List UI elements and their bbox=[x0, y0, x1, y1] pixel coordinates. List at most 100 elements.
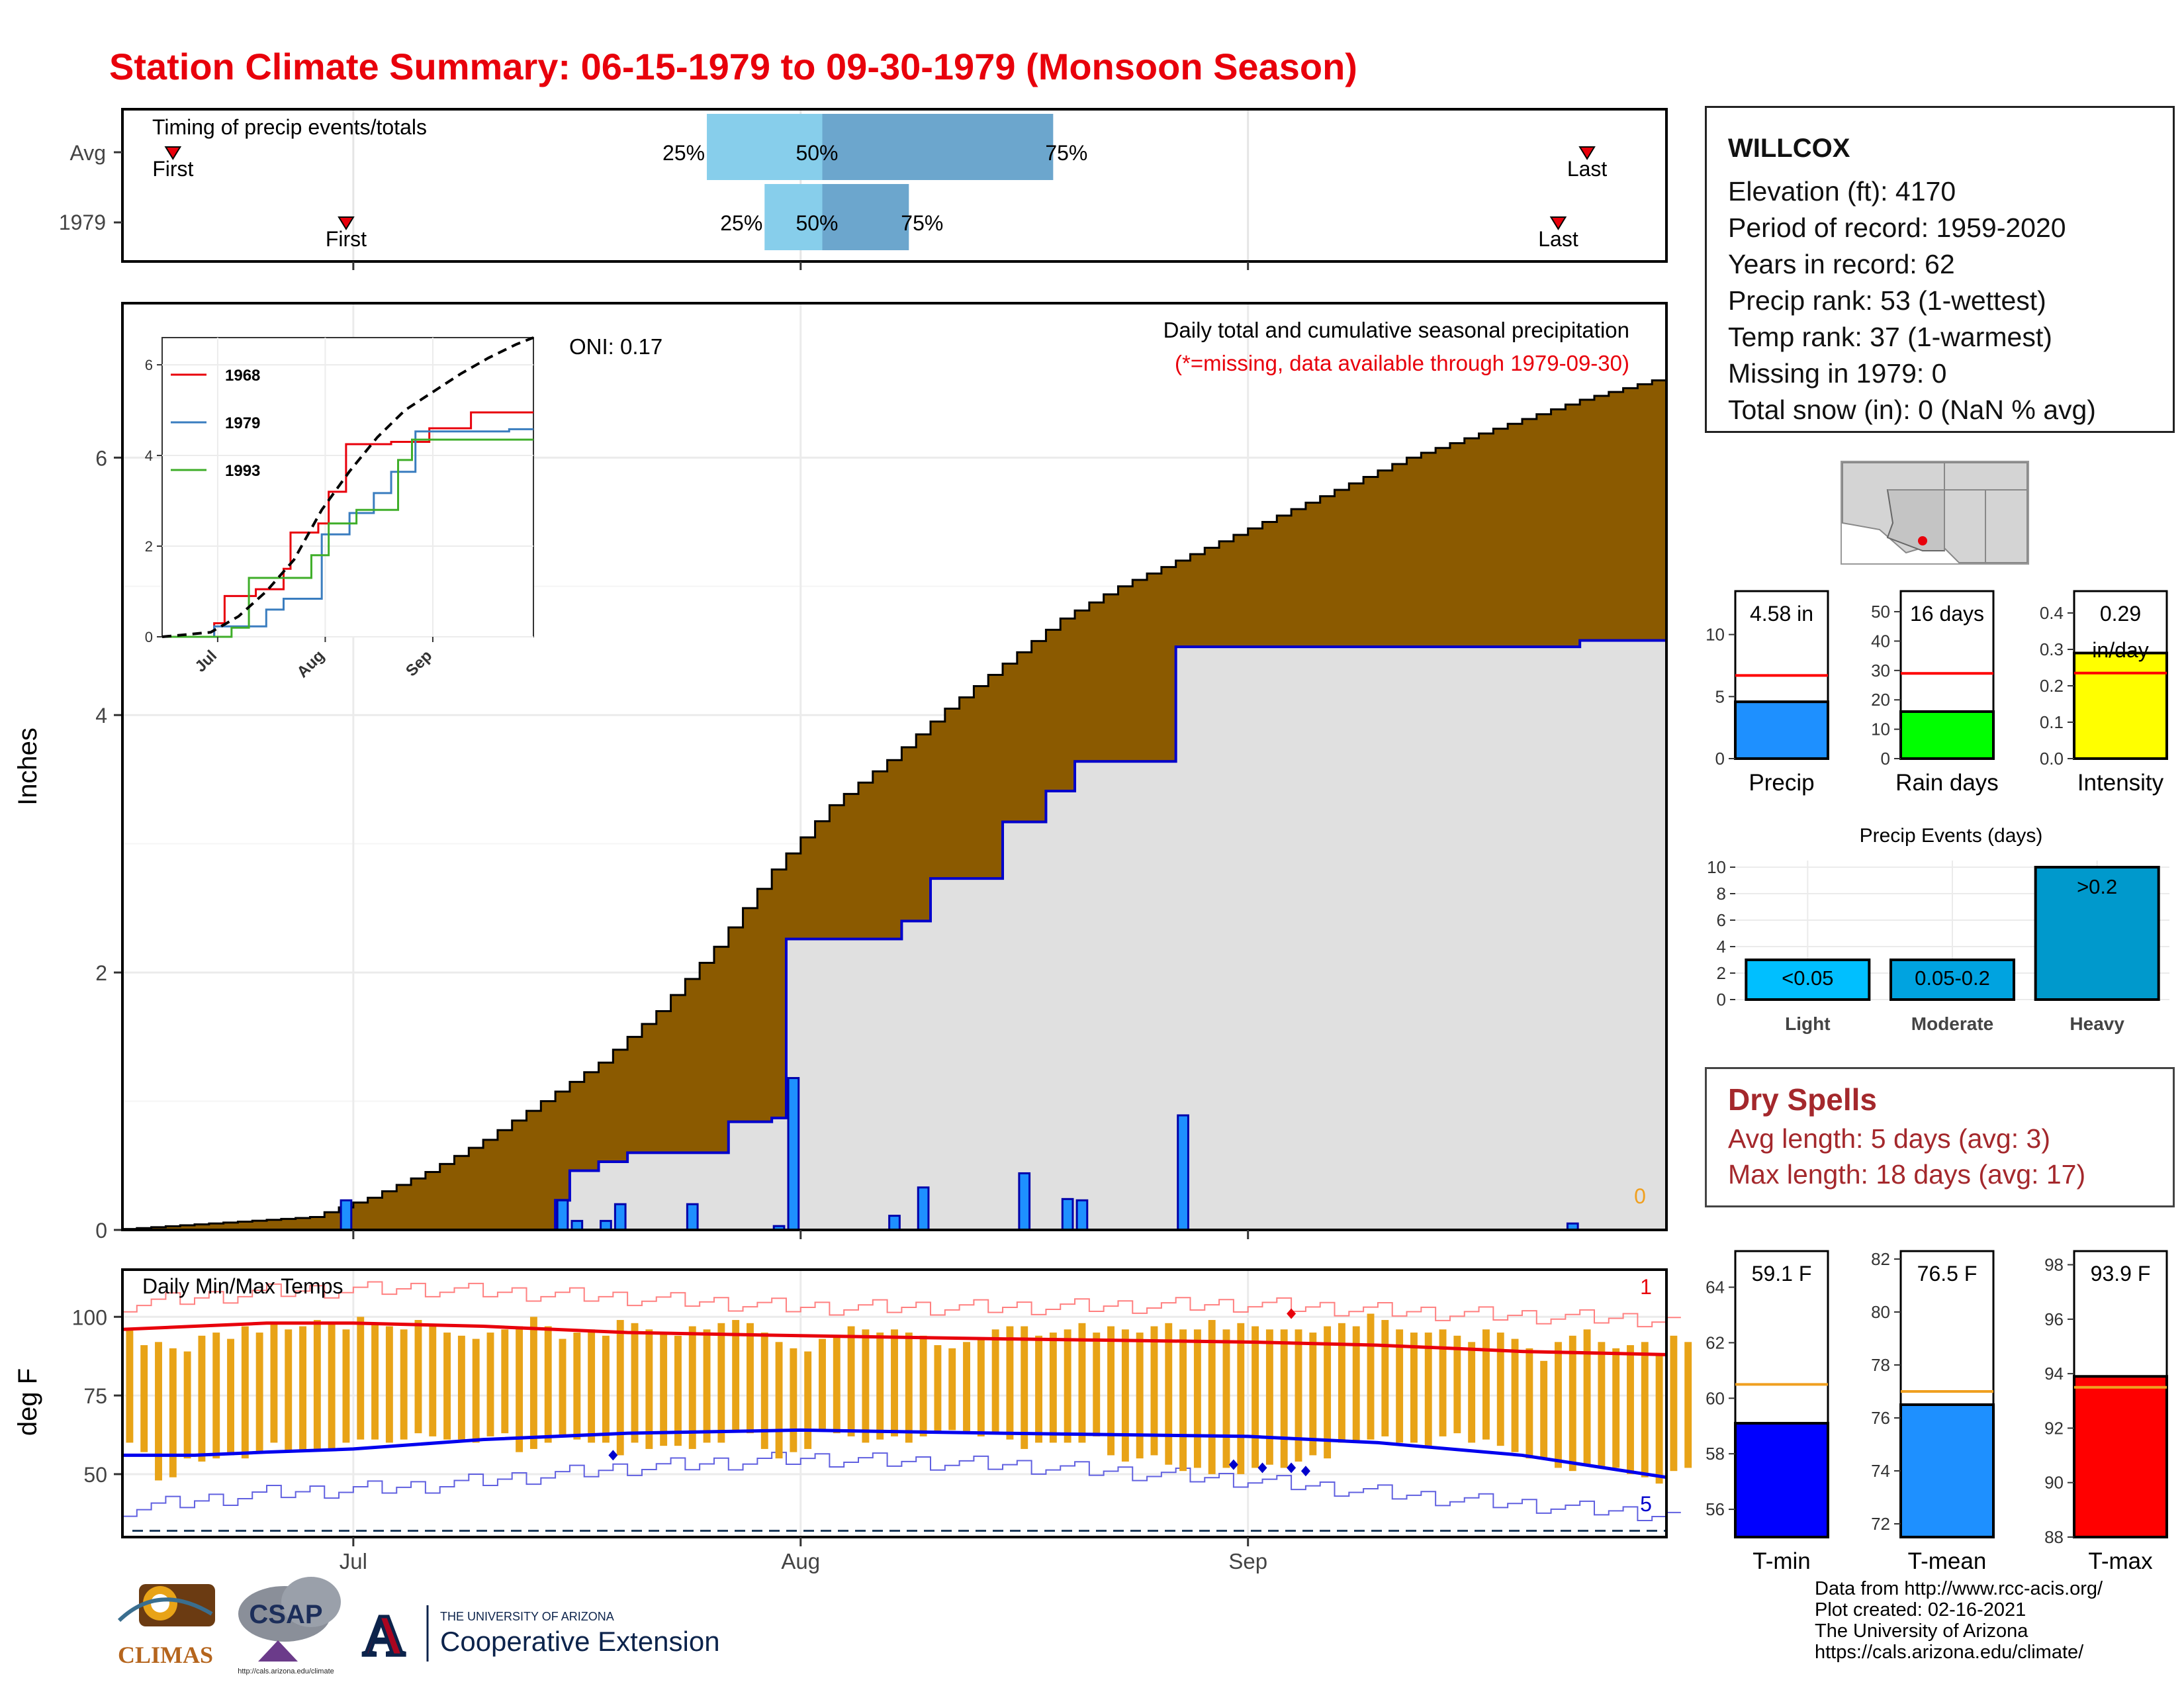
timing-chart: 25% 50% 75% First Last 25% 50% 75% First Last bbox=[114, 111, 1607, 270]
daily-temp-bar bbox=[1540, 1360, 1548, 1459]
daily-temp-bar bbox=[559, 1338, 567, 1436]
y-tick-label: 80 bbox=[1871, 1302, 1890, 1322]
locator-map bbox=[1841, 461, 2029, 565]
event-category-label: Heavy bbox=[2070, 1013, 2124, 1034]
daily-temp-bar bbox=[934, 1345, 942, 1434]
daily-temp-bar bbox=[1309, 1333, 1317, 1456]
daily-temp-bar bbox=[140, 1345, 148, 1452]
y-tick-label: 0 bbox=[1717, 990, 1726, 1009]
precip-chart: 0 2 4 6 bbox=[95, 302, 1668, 1243]
daily-precip-bar bbox=[787, 1077, 800, 1231]
event-bar-label: 0.05-0.2 bbox=[1915, 966, 1990, 990]
y-tick-label: 4 bbox=[95, 704, 107, 727]
daily-temp-bar bbox=[371, 1323, 379, 1440]
daily-temp-bar bbox=[616, 1320, 624, 1456]
cumulative-1979-line bbox=[122, 639, 1666, 1231]
y-tick-label: 0.1 bbox=[2040, 712, 2064, 732]
daily-temp-bar bbox=[948, 1348, 956, 1430]
daily-temp-bar bbox=[1165, 1323, 1173, 1465]
event-bar bbox=[1889, 959, 2015, 1001]
ua-letter-a: A bbox=[363, 1604, 405, 1668]
precip-events-chart: <0.05 Light 0.05-0.2 Moderate >0.2 Heavy 0 2 4 6 8… bbox=[1707, 857, 2169, 1034]
daily-temp-bar bbox=[443, 1333, 451, 1440]
daily-temp-bar bbox=[501, 1329, 509, 1434]
daily-precip-bar bbox=[556, 1199, 569, 1231]
daily-temp-bar bbox=[285, 1329, 293, 1452]
x-tick-label: Jul bbox=[340, 1549, 367, 1573]
daily-temp-bar bbox=[891, 1329, 898, 1436]
quartile-label: 75% bbox=[1045, 141, 1087, 165]
daily-temp-bar bbox=[1324, 1326, 1332, 1459]
y-tick-label: 0.4 bbox=[2040, 603, 2064, 623]
record-low-marker bbox=[608, 1450, 618, 1461]
y-tick-label: 50 bbox=[83, 1463, 107, 1487]
daily-temp-bar bbox=[299, 1326, 306, 1452]
ua-bottom-text: Cooperative Extension bbox=[440, 1626, 720, 1657]
daily-temp-bar bbox=[775, 1342, 783, 1459]
daily-precip-bar bbox=[570, 1219, 584, 1231]
y-tick-label: 100 bbox=[72, 1305, 107, 1329]
value-label-unit: in/day bbox=[2092, 638, 2148, 662]
precip-subtitle: (*=missing, data available through 1979-… bbox=[1175, 351, 1629, 375]
category-label: T-min bbox=[1752, 1548, 1811, 1574]
quartile-bar-lower bbox=[707, 114, 823, 180]
temps-corner-top: 1 bbox=[1640, 1275, 1652, 1299]
ua-top-text: THE UNIVERSITY OF ARIZONA bbox=[440, 1610, 614, 1623]
y-tick-label: 62 bbox=[1706, 1333, 1725, 1352]
csap-logo: CSAP http://cals.arizona.edu/climate bbox=[238, 1577, 341, 1675]
daily-temp-bar bbox=[342, 1329, 350, 1443]
quartile-label: 25% bbox=[720, 211, 762, 235]
daily-precip-bar bbox=[1018, 1172, 1031, 1231]
daily-temp-bar bbox=[227, 1338, 234, 1456]
daily-temp-bar bbox=[1367, 1313, 1375, 1440]
temps-chart: 50 75 100 bbox=[72, 1268, 1692, 1538]
daily-temp-bar bbox=[660, 1333, 668, 1446]
category-label: T-mean bbox=[1908, 1548, 1987, 1574]
daily-temp-bar bbox=[1107, 1326, 1115, 1456]
daily-temp-bar bbox=[544, 1326, 552, 1443]
daily-temp-bar bbox=[1439, 1329, 1447, 1436]
daily-temp-bar bbox=[1064, 1329, 1071, 1443]
daily-temp-bar bbox=[1150, 1326, 1158, 1456]
daily-temp-bar bbox=[963, 1342, 970, 1434]
precip-title: Daily total and cumulative seasonal prec… bbox=[1163, 318, 1629, 342]
daily-temp-bar bbox=[529, 1317, 537, 1449]
inset-series-line bbox=[162, 438, 533, 638]
timing-row-1979-label: 1979 bbox=[59, 211, 106, 234]
daily-temp-bar bbox=[573, 1333, 581, 1440]
daily-temp-bar bbox=[1179, 1329, 1187, 1472]
station-years: Years in record: 62 bbox=[1728, 249, 1955, 279]
station-missing: Missing in 1979: 0 bbox=[1728, 358, 1947, 389]
daily-precip-bar bbox=[340, 1199, 353, 1231]
value-label: 93.9 F bbox=[2091, 1262, 2151, 1286]
quartile-label: 50% bbox=[796, 211, 838, 235]
y-tick-label: 2 bbox=[95, 961, 107, 985]
station-location-dot bbox=[1918, 536, 1927, 545]
station-info-box: WILLCOX Elevation (ft): 4170 Period of r… bbox=[1705, 106, 2175, 433]
inset-legend-label: 1979 bbox=[225, 414, 260, 432]
daily-temp-bar bbox=[703, 1329, 711, 1443]
y-tick-label: 76 bbox=[1871, 1408, 1890, 1428]
y-tick-label: 64 bbox=[1706, 1278, 1725, 1297]
inset-legend-label: 1993 bbox=[225, 462, 260, 480]
quartile-bar-lower bbox=[764, 184, 823, 250]
daily-temp-bar bbox=[472, 1338, 480, 1443]
y-tick-label: 96 bbox=[2044, 1309, 2064, 1329]
temps-title: Daily Min/Max Temps bbox=[142, 1274, 343, 1298]
daily-temp-bar bbox=[486, 1333, 494, 1436]
y-tick-label: 72 bbox=[1871, 1514, 1890, 1534]
credits: Data from http://www.rcc-acis.org/ Plot … bbox=[1815, 1578, 2103, 1663]
avg-min-line bbox=[122, 1428, 1667, 1479]
dry-spells-max: Max length: 18 days (avg: 17) bbox=[1728, 1159, 2086, 1190]
daily-temp-bar bbox=[1496, 1333, 1504, 1446]
y-tick-label: 50 bbox=[1871, 602, 1890, 622]
y-tick-label: 92 bbox=[2044, 1418, 2064, 1438]
daily-temp-bar bbox=[862, 1329, 870, 1443]
inset-y-tick-label: 2 bbox=[145, 538, 153, 555]
daily-temp-bar bbox=[1511, 1338, 1519, 1452]
record-low-marker bbox=[1300, 1466, 1310, 1477]
category-label: T-max bbox=[2088, 1548, 2153, 1574]
daily-temp-bar bbox=[1670, 1335, 1678, 1472]
avg-max-line bbox=[122, 1321, 1667, 1356]
